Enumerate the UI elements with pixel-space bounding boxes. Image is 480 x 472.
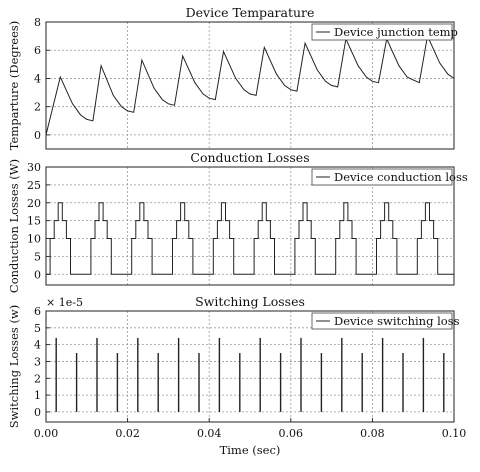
panel2-legend-box [311, 168, 453, 186]
panel1-title: Device Temparature [186, 5, 315, 20]
series-device-junction-temp [45, 34, 455, 136]
panel2-y-tick-label: 15 [27, 215, 41, 228]
panel3-legend-label: Device switching loss [334, 314, 460, 328]
x-tick-label: 0.10 [442, 427, 467, 440]
panel3-y-tick-label: 5 [34, 322, 41, 335]
panel3-frame [45, 310, 455, 423]
panel3-y-axis-label: Switching Losses (w) [7, 305, 21, 429]
panel1-legend-label: Device junction temp [334, 25, 458, 39]
panel1-y-tick-label: 8 [34, 16, 41, 29]
panel2-y-tick-label: 20 [27, 197, 41, 210]
panel2-title: Conduction Losses [190, 150, 309, 165]
x-tick-label: 0.06 [279, 427, 304, 440]
x-axis-label: Time (sec) [220, 443, 281, 457]
panel1-y-tick-label: 2 [34, 101, 41, 114]
panel2-y-tick-label: 25 [27, 179, 41, 192]
panel2-y-tick-label: 10 [27, 233, 41, 246]
panel2-y-tick-label: 30 [27, 161, 41, 174]
panel3-y-tick-label: 6 [34, 305, 41, 318]
series-device-conduction-loss [45, 202, 455, 275]
panel2-frame [45, 166, 455, 286]
panel3-title: Switching Losses [195, 294, 305, 309]
panel1-y-tick-label: 6 [34, 44, 41, 57]
panel1-frame [45, 21, 455, 150]
panel1-legend-box [311, 23, 453, 41]
panel3-scale-label: × 1e-5 [46, 296, 83, 309]
panel1-y-axis-label: Temparture (Degrees) [7, 21, 21, 151]
panel2-y-axis-label: Conduction Losses (W) [7, 159, 21, 293]
x-tick-label: 0.04 [197, 427, 222, 440]
panel3-y-tick-label: 2 [34, 372, 41, 385]
panel1-y-tick-label: 4 [34, 72, 41, 85]
panel3-y-tick-label: 3 [34, 355, 41, 368]
x-tick-label: 0.00 [34, 427, 59, 440]
panel3-y-tick-label: 1 [34, 389, 41, 402]
x-tick-label: 0.02 [115, 427, 140, 440]
panel3-legend-box [311, 312, 453, 330]
x-tick-label: 0.08 [360, 427, 385, 440]
panel3-y-tick-label: 0 [34, 406, 41, 419]
panel2-y-tick-label: 0 [34, 268, 41, 281]
panel3-y-tick-label: 4 [34, 339, 41, 352]
panel2-y-tick-label: 5 [34, 250, 41, 263]
panel2-legend-label: Device conduction loss [334, 170, 468, 184]
panel1-y-tick-label: 0 [34, 129, 41, 142]
